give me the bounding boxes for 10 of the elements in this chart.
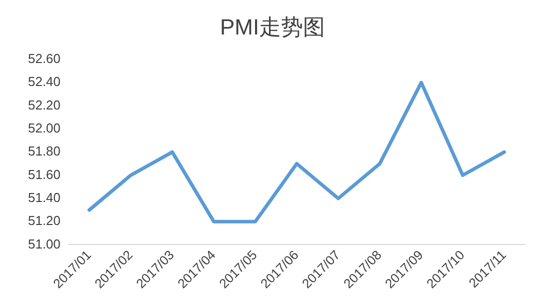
y-tick-label: 51.40 [28, 190, 61, 205]
y-tick-label: 51.00 [28, 236, 61, 252]
y-tick-label: 51.60 [28, 166, 61, 182]
chart-title: PMI走势图 [220, 14, 326, 40]
y-tick-label: 52.20 [28, 97, 61, 112]
y-tick-label: 52.00 [28, 120, 61, 136]
y-tick-label: 51.80 [28, 144, 61, 159]
y-tick-label: 52.60 [28, 50, 61, 66]
y-tick-label: 52.40 [28, 74, 61, 90]
y-tick-label: 51.20 [28, 213, 61, 228]
